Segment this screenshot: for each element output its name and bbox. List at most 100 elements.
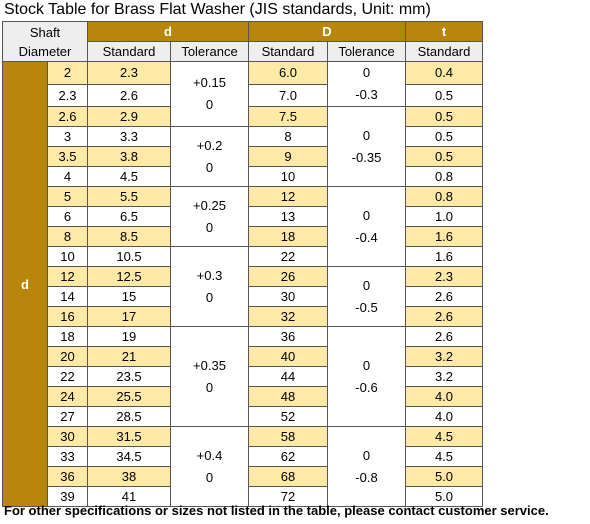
shaft-label: Shaft [29,24,61,40]
shaft-cell: 2.3 [47,83,88,107]
tolerance-lower: -0.5 [355,299,378,315]
shaft-cell: 2 [47,61,88,85]
t-standard: 3.2 [405,366,483,387]
d-standard: 15 [87,286,171,307]
subheader-row: Standard Tolerance Standard Tolerance Standa… [3,41,483,62]
shaft-cell: 2.6 [47,106,88,127]
tolerance-lower: 0 [205,469,214,485]
t-standard: 1.0 [405,206,483,227]
tolerance-cell: 0 -0.6 [327,326,406,427]
tolerance-upper: 0 [362,207,371,223]
t-standard: 5.0 [405,486,483,507]
data-row: 2.3 2.6 7.0 0.5 [3,83,483,107]
d-standard: 3.3 [87,126,171,147]
d-standard: 19 [87,326,171,347]
D-standard: 26 [248,266,328,287]
D-standard: 58 [248,426,328,447]
tolerance-lower: -0.35 [351,149,382,165]
D-standard: 62 [248,446,328,467]
D-standard: 72 [248,486,328,507]
shaft-cell: 30 [47,426,88,447]
data-row: 22 23.5 44 3.2 [3,366,483,387]
t-standard: 1.6 [405,226,483,247]
tolerance-cell: 0 -0.4 [327,186,406,267]
tolerance-lower: -0.4 [355,229,378,245]
data-row: d 2 2.3 +0.15 0 6.0 0 -0.3 0.4 [2,61,483,507]
shaft-cell: 20 [47,346,88,367]
tolerance-upper: 0 [362,447,371,463]
shaft-cell: 8 [47,226,88,247]
data-row: 14 15 30 2.6 [3,286,483,307]
tolerance-upper: +0.25 [193,197,226,213]
d-standard: 28.5 [87,406,171,427]
d-standard: 8.5 [87,226,171,247]
t-standard: 2.3 [405,266,483,287]
footer-note: For other specifications or sizes not li… [4,503,549,518]
data-row: 5 5.5 +0.25 0 12 0 -0.4 0.8 [3,186,483,267]
tolerance-lower: 0 [205,379,214,395]
tolerance-cell: 0 -0.5 [327,266,406,327]
d-header: d [87,21,249,42]
tolerance-upper: +0.3 [196,267,223,283]
data-row: 24 25.5 48 4.0 [3,386,483,407]
t-standard: 4.0 [405,406,483,427]
t-standard: 3.2 [405,346,483,367]
d-standard: 34.5 [87,446,171,467]
d-standard: 12.5 [87,266,171,287]
tolerance-upper: 0 [362,65,371,80]
d-standard: 5.5 [87,186,171,207]
tolerance-cell: +0.3 0 [170,246,249,327]
d-standard: 2.3 [87,61,171,85]
shaft-cell: 18 [47,326,88,347]
data-row: 10 10.5 +0.3 0 22 1.6 [3,246,483,327]
tolerance-cell: +0.2 0 [170,126,249,187]
data-row: 18 19 +0.35 0 36 0 -0.6 2.6 [3,326,483,427]
tolerance-lower: 0 [205,289,214,305]
d-standard: 17 [87,306,171,327]
d-standard: 21 [87,346,171,367]
shaft-cell: 3.5 [47,146,88,167]
tolerance-upper: +0.35 [193,357,226,373]
shaft-cell: 16 [47,306,88,327]
D-standard: 48 [248,386,328,407]
tolerance-lower: 0 [205,159,214,175]
shaft-cell: 22 [47,366,88,387]
tolerance-cell: 0 -0.3 [327,61,406,107]
D-header: D [248,21,406,42]
shaft-cell: 4 [47,166,88,187]
shaft-cell: 27 [47,406,88,427]
t-standard: 0.8 [405,186,483,207]
d-standard: 38 [87,466,171,487]
D-standard: 40 [248,346,328,367]
d-standard: 4.5 [87,166,171,187]
d-standard: 10.5 [87,246,171,267]
tolerance-upper: +0.4 [196,447,223,463]
tolerance-upper: 0 [362,277,371,293]
shaft-cell: 5 [47,186,88,207]
column-header: Tolerance [327,41,406,62]
t-standard: 4.5 [405,426,483,447]
data-row: 2.6 2.9 7.5 0 -0.35 0.5 [3,106,483,187]
D-standard: 13 [248,206,328,227]
t-standard: 0.8 [405,166,483,187]
data-row: 16 17 32 2.6 [3,306,483,327]
column-header: Standard [87,41,171,62]
t-standard: 0.4 [405,61,483,85]
D-standard: 7.0 [248,83,328,107]
t-standard: 2.6 [405,306,483,327]
d-standard: 25.5 [87,386,171,407]
d-standard: 41 [87,486,171,507]
column-header: Standard [248,41,328,62]
D-standard: 22 [248,246,328,267]
shaft-cell: 6 [47,206,88,227]
tolerance-cell: 0 -0.35 [327,106,406,187]
D-standard: 30 [248,286,328,307]
d-standard: 2.6 [87,83,171,107]
data-row: 12 12.5 26 0 -0.5 2.3 [3,266,483,327]
t-standard: 0.5 [405,106,483,127]
tolerance-lower: 0 [205,97,214,112]
shaft-cell: 36 [47,466,88,487]
D-standard: 36 [248,326,328,347]
